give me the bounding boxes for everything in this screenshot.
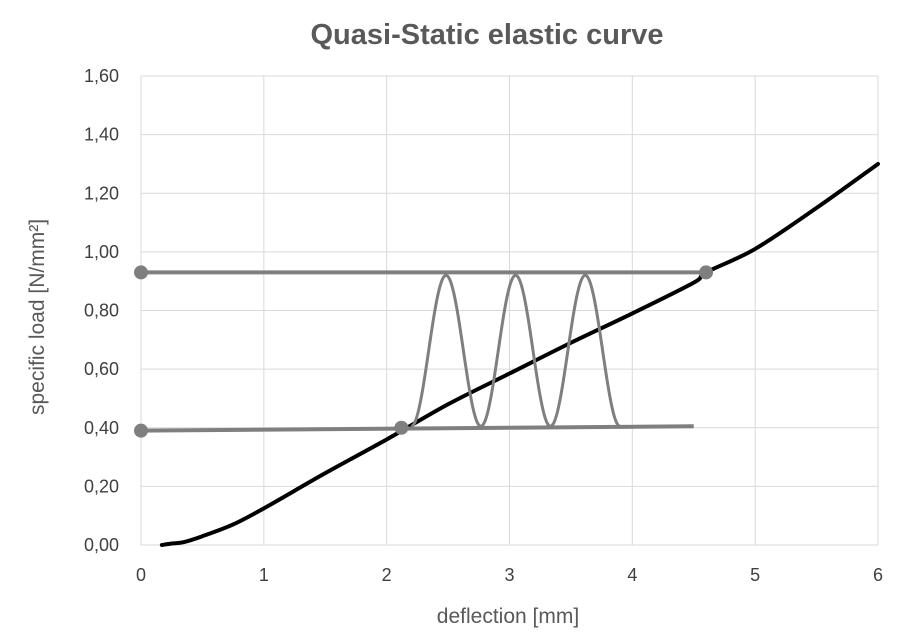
data-point-marker <box>134 265 148 280</box>
x-tick-label: 3 <box>504 565 514 585</box>
lower-load-line <box>140 424 694 433</box>
data-point-marker <box>394 420 409 435</box>
y-tick-label: 0,80 <box>84 301 119 321</box>
y-tick-label: 1,60 <box>84 66 119 86</box>
plot-area <box>134 161 880 547</box>
x-tick-label: 0 <box>136 565 146 585</box>
y-tick-label: 0,00 <box>84 535 119 555</box>
y-tick-label: 0,20 <box>84 476 119 496</box>
y-tick-label: 0,60 <box>84 359 119 379</box>
chart-title: Quasi-Static elastic curve <box>311 19 664 51</box>
y-axis-label: specific load [N/mm²] <box>26 219 49 415</box>
y-tick-label: 1,20 <box>84 183 119 203</box>
y-tick-label: 1,00 <box>84 242 119 262</box>
x-tick-label: 6 <box>873 565 883 585</box>
y-tick-label: 0,40 <box>84 418 119 438</box>
x-tick-label: 5 <box>750 565 760 585</box>
x-tick-label: 2 <box>382 565 392 585</box>
oscillation-line <box>410 273 621 428</box>
x-tick-label: 4 <box>627 565 637 585</box>
elastic-curve-line <box>159 161 880 547</box>
x-tick-label: 1 <box>259 565 269 585</box>
x-axis-label: deflection [mm] <box>437 605 579 628</box>
tick-labels: 0 1 2 3 4 5 6 0,00 0,20 0,40 0,60 0,80 1,00 1,20 1,40 1… <box>84 66 883 585</box>
data-point-marker <box>134 423 148 438</box>
data-point-marker <box>699 265 714 280</box>
y-tick-label: 1,40 <box>84 125 119 145</box>
grid <box>140 75 879 546</box>
